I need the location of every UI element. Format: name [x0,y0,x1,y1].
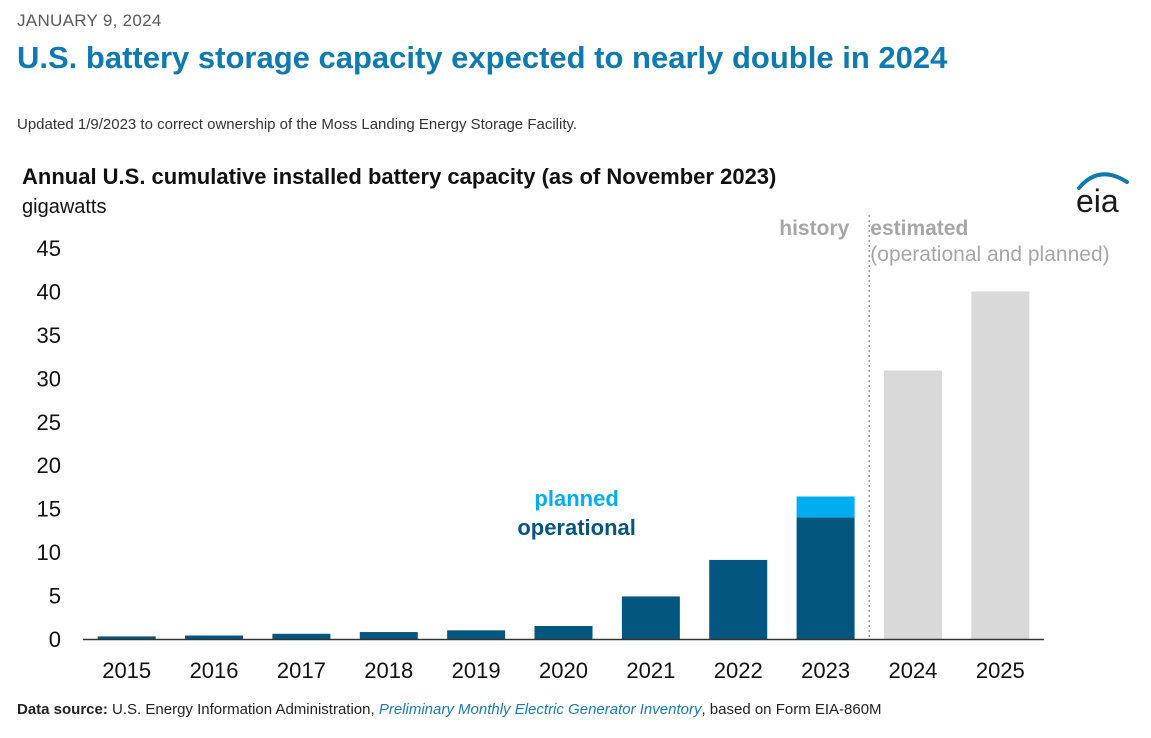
x-tick-label: 2024 [888,658,937,683]
y-tick-label: 15 [37,497,61,522]
y-tick-label: 30 [37,366,61,391]
y-tick-label: 45 [37,236,61,261]
source-link[interactable]: Preliminary Monthly Electric Generator I… [378,701,702,718]
estimated-sublabel: (operational and planned) [870,243,1109,266]
y-tick-label: 25 [37,410,61,435]
legend-planned: planned [534,486,618,511]
x-tick-label: 2021 [626,658,675,683]
date-label: JANUARY 9, 2024 [17,11,162,30]
y-tick-label: 20 [37,453,61,478]
chart-title: Annual U.S. cumulative installed battery… [22,164,777,189]
bar-operational-2020 [534,625,593,639]
x-tick-label: 2017 [277,658,326,683]
bar-estimated-2025 [971,291,1030,639]
source-text-after: , based on Form EIA-860M [701,701,882,718]
x-tick-label: 2018 [364,658,413,683]
y-tick-label: 40 [37,279,61,304]
bar-estimated-2024 [883,370,942,639]
x-tick-label: 2019 [452,658,501,683]
x-tick-label: 2023 [801,658,850,683]
y-axis-unit-label: gigawatts [22,196,107,218]
bar-operational-2018 [359,632,418,639]
logo-text: eia [1076,183,1119,216]
x-tick-label: 2015 [102,658,151,683]
bar-operational-2016 [185,635,244,639]
data-source: Data source: U.S. Energy Information Adm… [17,701,882,718]
bar-operational-2015 [97,636,156,639]
y-tick-label: 5 [49,584,61,609]
bar-operational-2022 [709,559,768,639]
bar-operational-2017 [272,633,331,639]
estimated-label: estimated [870,217,968,240]
x-tick-label: 2016 [190,658,239,683]
x-tick-label: 2022 [714,658,763,683]
bar-operational-2023 [796,517,855,639]
x-tick-label: 2025 [976,658,1025,683]
bar-operational-2019 [447,630,506,639]
x-tick-label: 2020 [539,658,588,683]
y-tick-label: 35 [37,323,61,348]
bar-planned-2023 [796,496,855,518]
history-label: history [779,217,849,240]
y-tick-label: 10 [37,540,61,565]
source-label: Data source: [17,701,108,718]
y-tick-label: 0 [49,627,61,652]
source-text: U.S. Energy Information Administration, [112,701,379,718]
legend-operational: operational [517,515,636,540]
bar-operational-2021 [621,596,680,639]
headline: U.S. battery storage capacity expected t… [17,40,948,75]
eia-logo-icon[interactable]: eia [1073,168,1131,216]
update-note: Updated 1/9/2023 to correct ownership of… [17,116,578,133]
